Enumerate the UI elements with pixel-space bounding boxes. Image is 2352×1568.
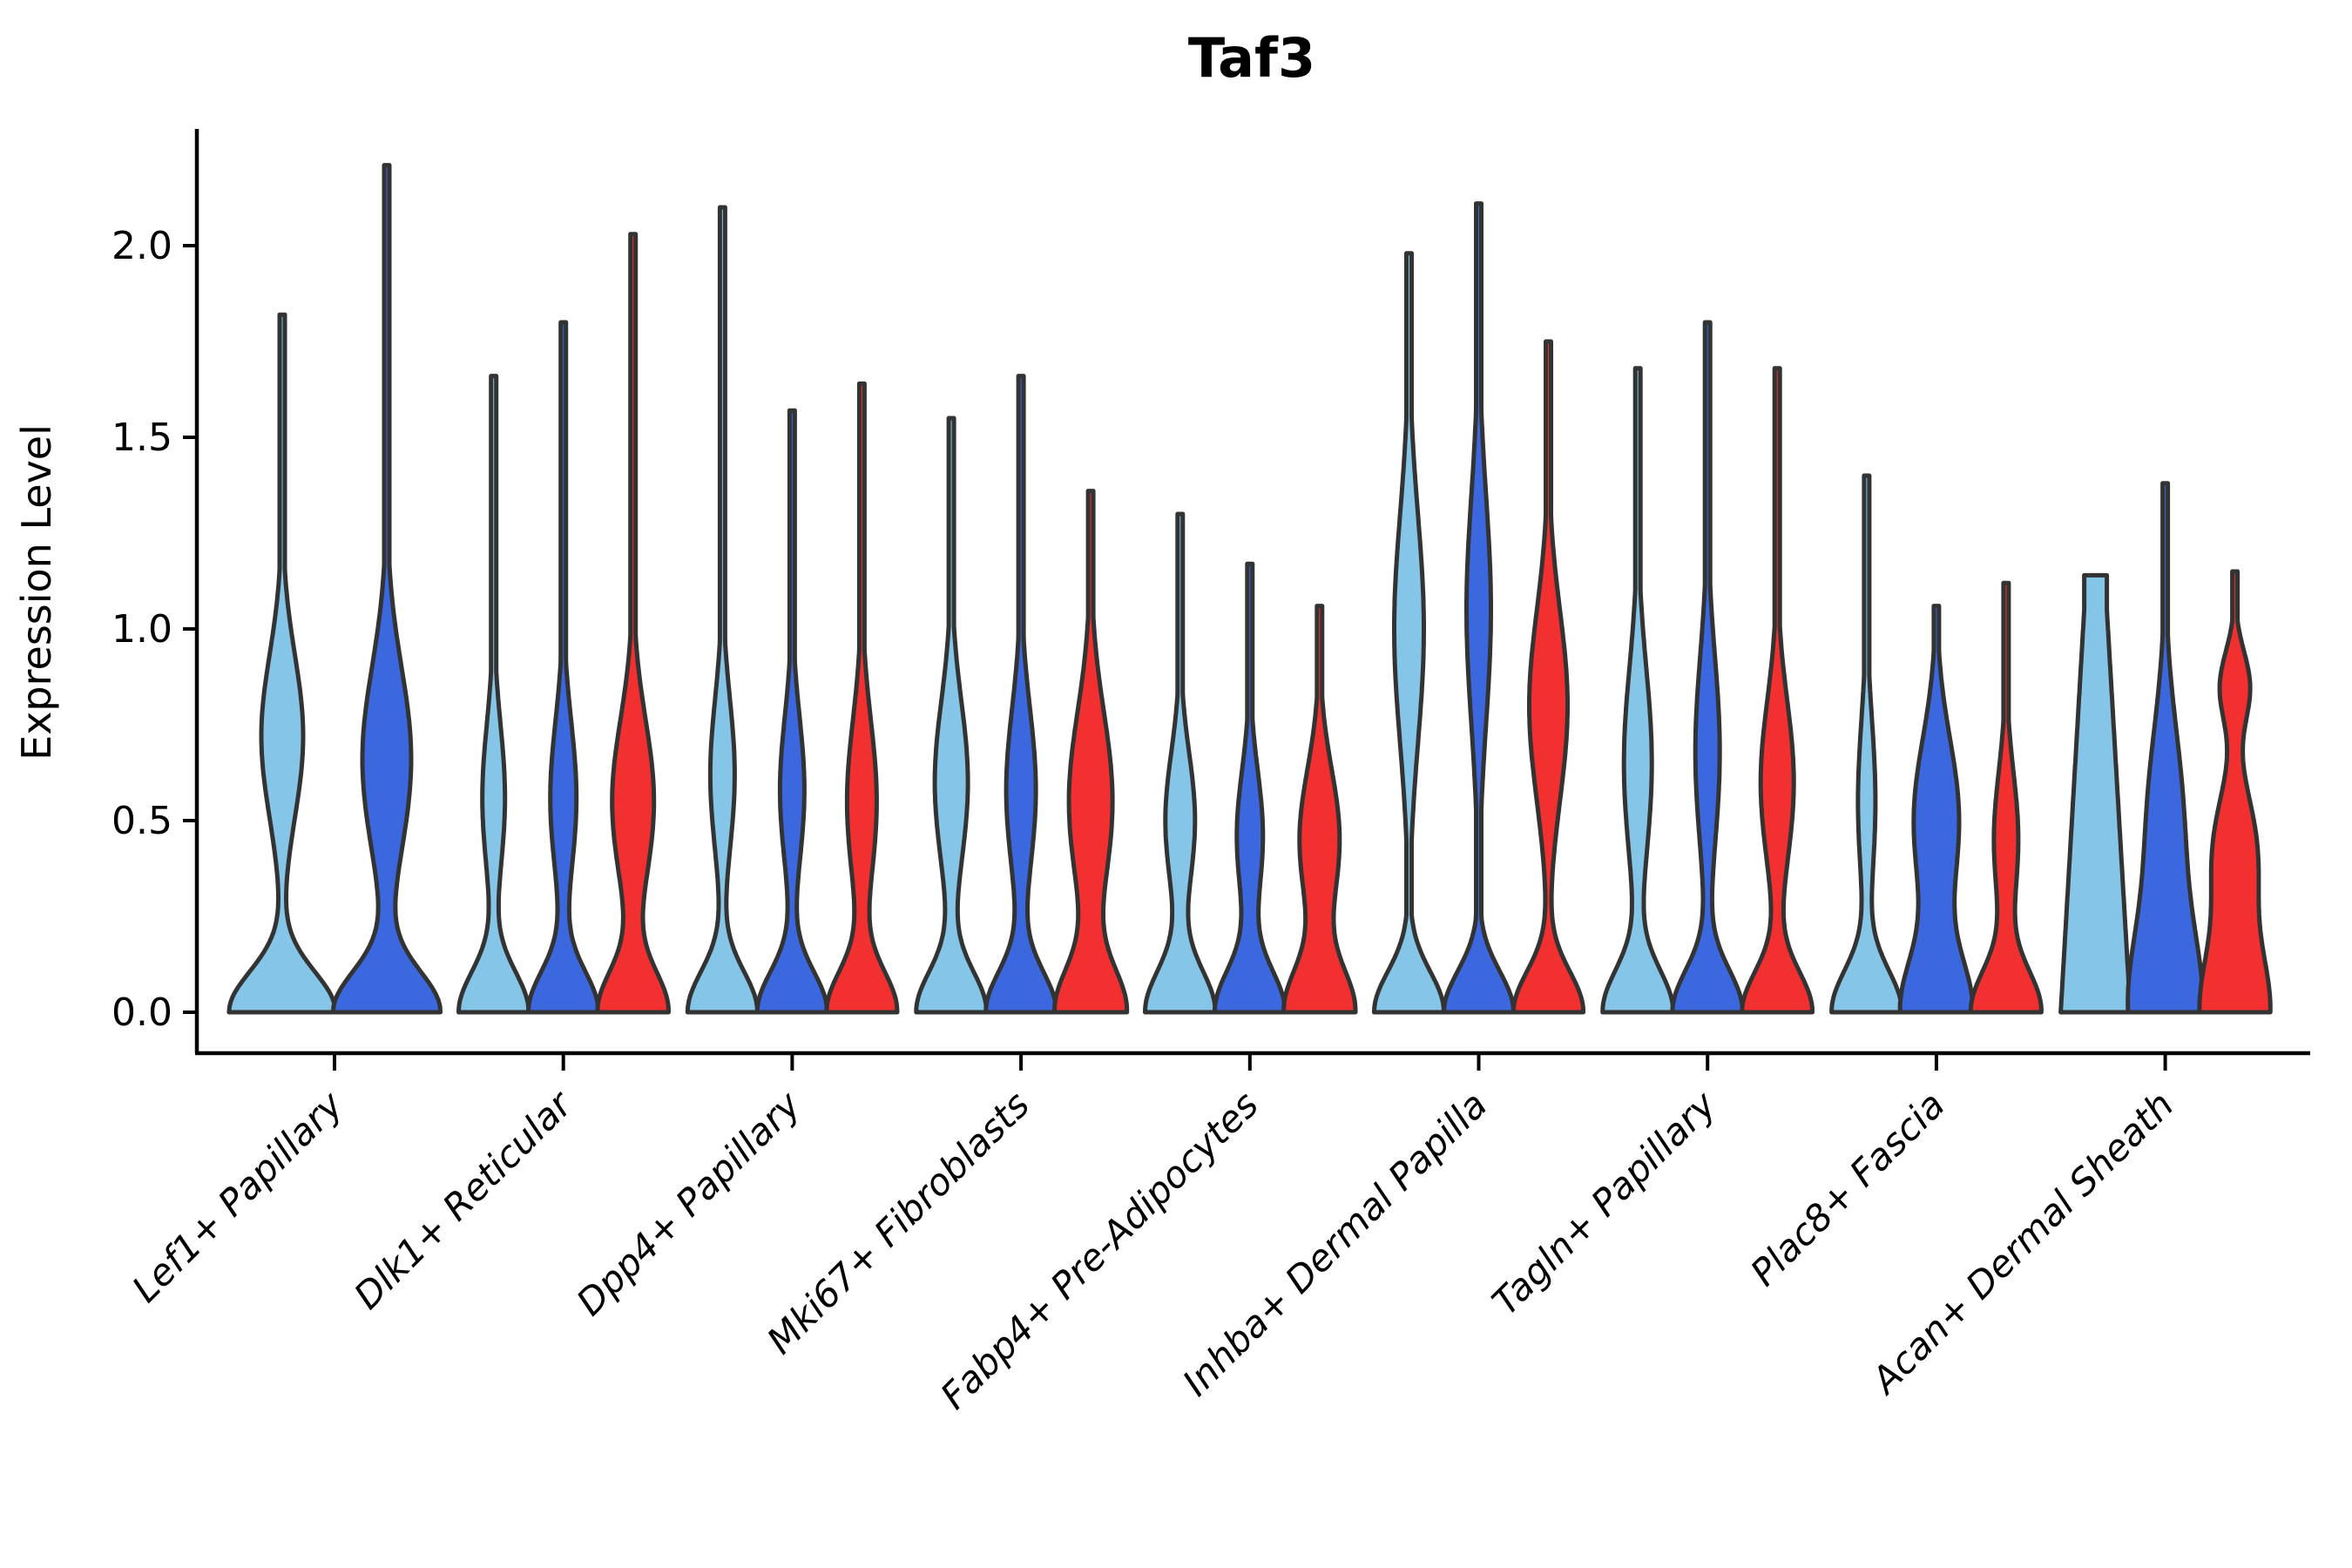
violin-3-red xyxy=(824,381,900,1015)
violin-4-darkblue xyxy=(983,374,1058,1015)
violin-8-lightblue xyxy=(1829,473,1904,1015)
y-tick-label: 0.0 xyxy=(112,990,172,1035)
violin-5-lightblue xyxy=(1143,511,1218,1015)
y-tick-label: 2.0 xyxy=(112,224,172,268)
violin-7-lightblue xyxy=(1600,366,1676,1015)
violins-layer xyxy=(226,163,2273,1015)
y-tick-label: 1.0 xyxy=(112,607,172,652)
violin-5-red xyxy=(1281,604,1358,1015)
y-tick-label: 1.5 xyxy=(112,416,172,460)
violin-7-red xyxy=(1740,366,1815,1015)
violin-6-darkblue xyxy=(1442,201,1516,1015)
violin-9-red xyxy=(2197,569,2273,1015)
violin-6-red xyxy=(1511,339,1586,1015)
violin-2-red xyxy=(595,232,671,1015)
violin-9-lightblue xyxy=(2058,572,2133,1015)
violin-5-darkblue xyxy=(1212,561,1288,1015)
violin-6-lightblue xyxy=(1371,251,1447,1015)
violin-8-darkblue xyxy=(1897,604,1976,1015)
violin-4-red xyxy=(1052,489,1130,1015)
violin-1-darkblue xyxy=(330,163,443,1015)
violin-8-red xyxy=(1968,580,2044,1015)
chart-title: Taf3 xyxy=(1188,26,1315,90)
violin-4-lightblue xyxy=(914,416,989,1015)
y-axis-label: Expression Level xyxy=(13,424,60,760)
violin-1-lightblue xyxy=(226,312,338,1015)
violin-7-darkblue xyxy=(1670,320,1745,1015)
violin-2-lightblue xyxy=(456,374,531,1015)
y-tick-label: 0.5 xyxy=(112,799,172,843)
violin-9-darkblue xyxy=(2126,481,2205,1015)
violin-2-darkblue xyxy=(525,320,601,1015)
violin-3-darkblue xyxy=(754,408,829,1015)
violin-3-lightblue xyxy=(685,205,760,1015)
